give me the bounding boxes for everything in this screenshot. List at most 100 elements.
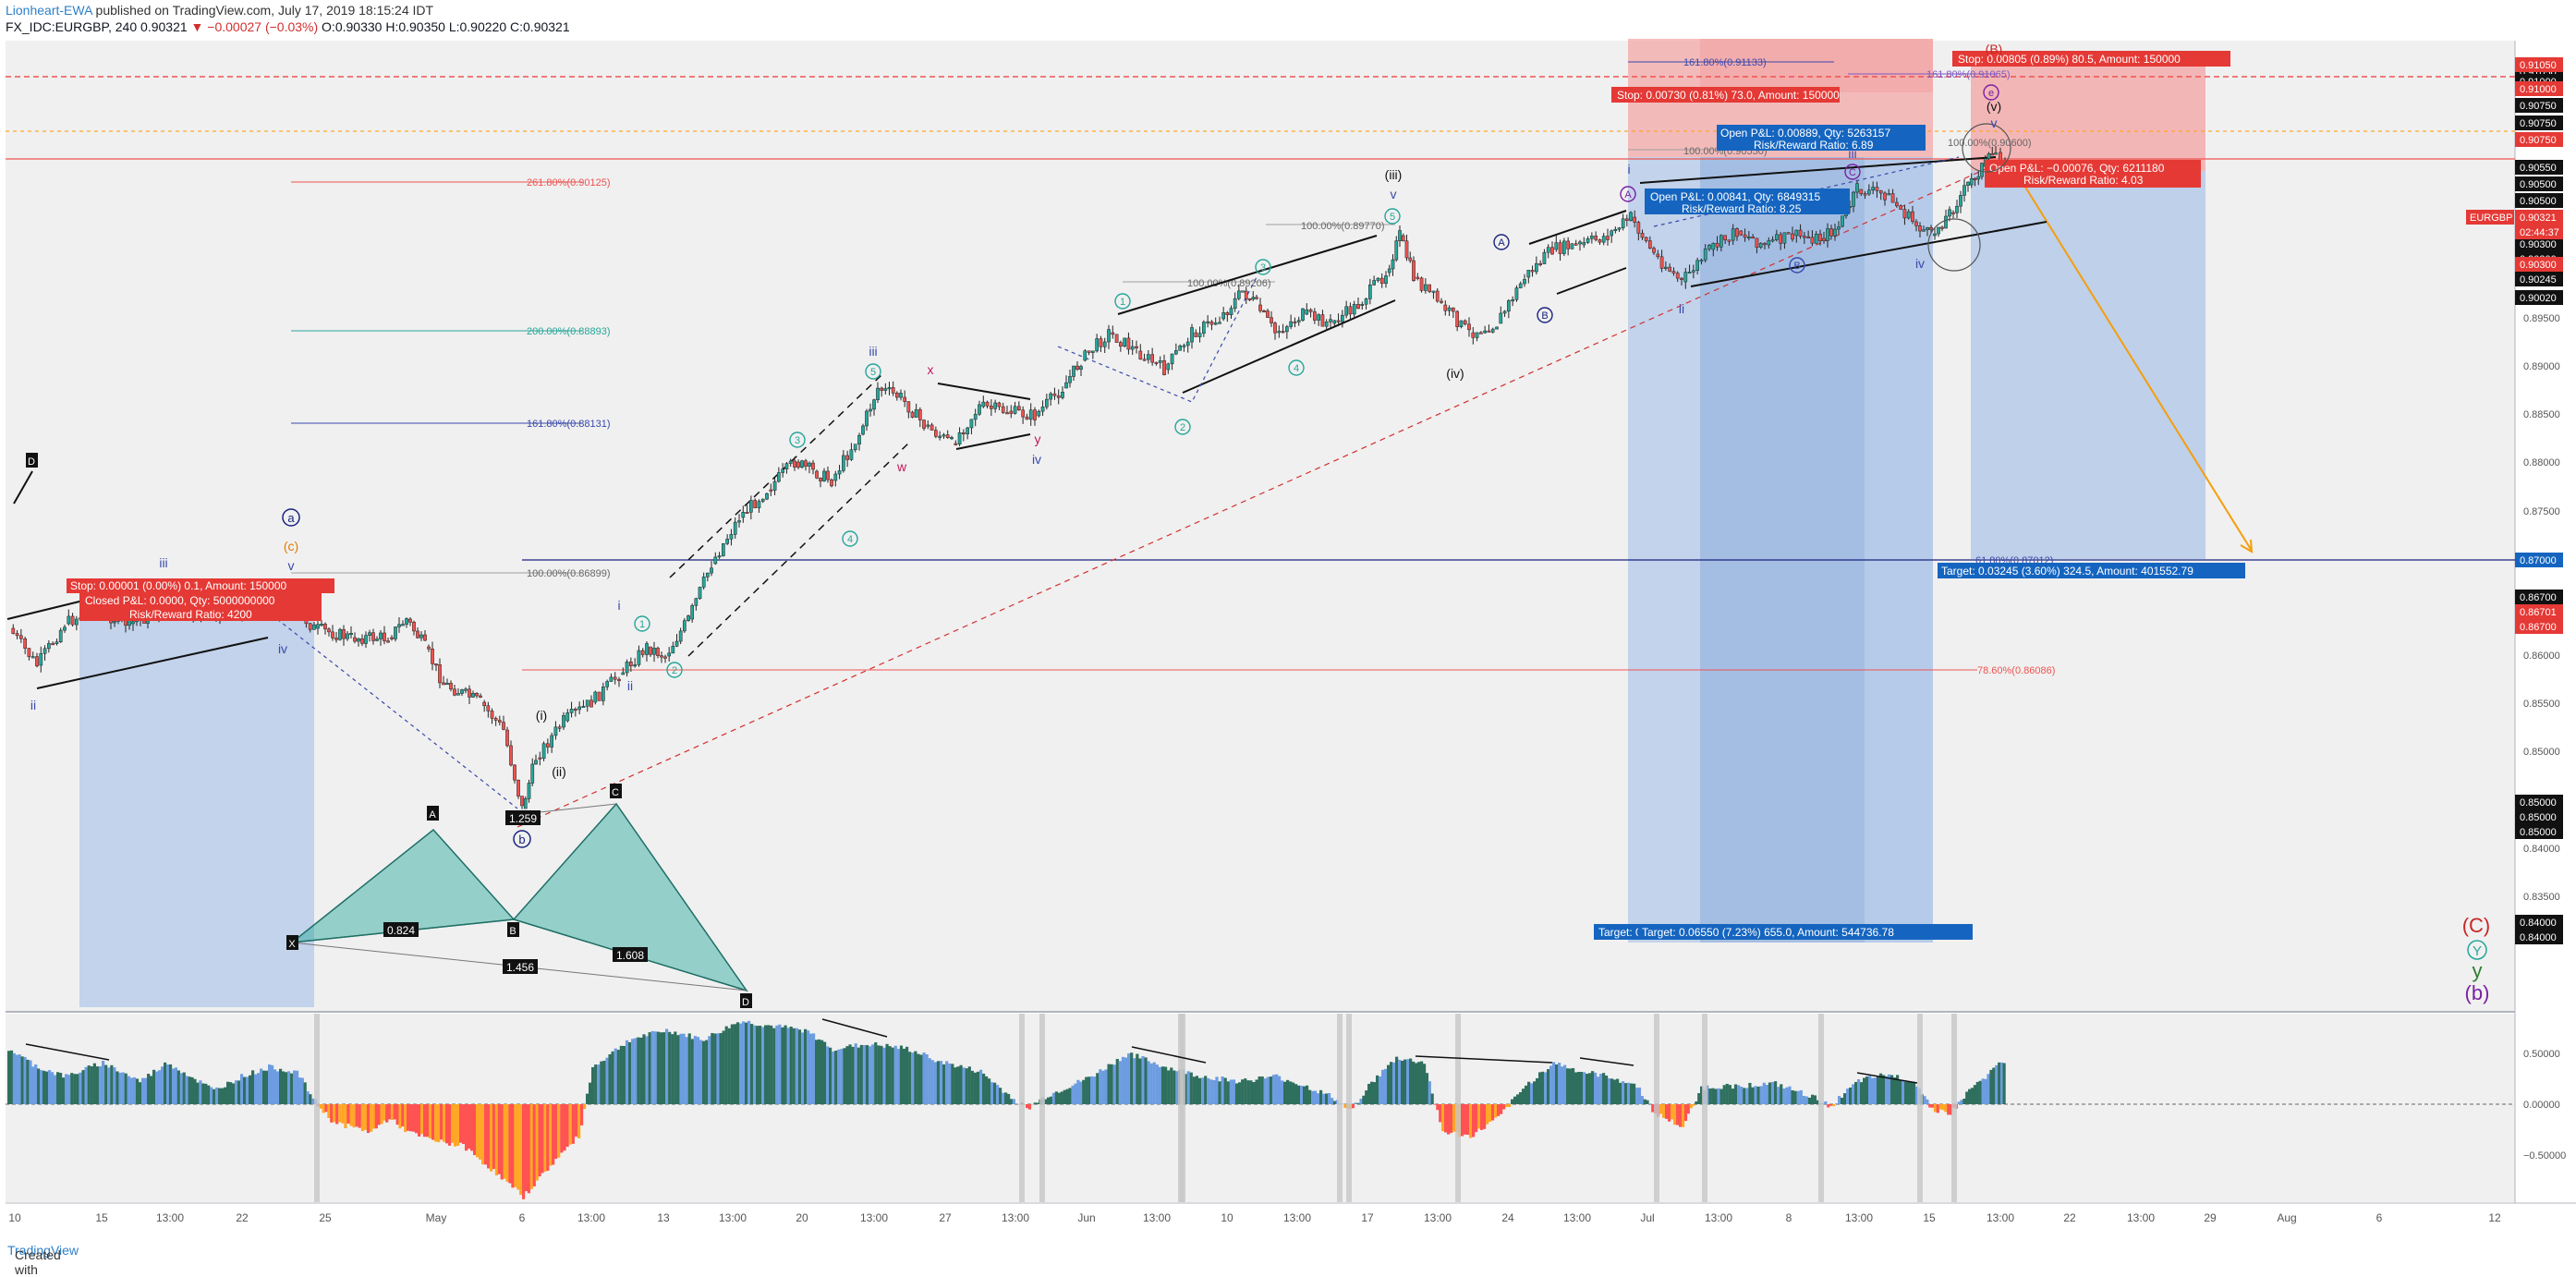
price-tick: 0.87500 [2523, 506, 2560, 517]
legend-b-purple: (b) [2465, 981, 2490, 1004]
mid-position-zone[interactable] [1628, 39, 1933, 943]
osc-bar [885, 1044, 888, 1104]
osc-bar [1215, 1076, 1218, 1104]
wave-circle-text: 1 [639, 619, 645, 630]
fib-100: 100.00%(0.86899) [527, 568, 611, 579]
candle-body [1696, 261, 1699, 271]
time-label: 27 [939, 1211, 952, 1224]
osc-bar [1111, 1064, 1113, 1104]
candle-body [634, 664, 637, 666]
symbol-label[interactable]: FX_IDC:EURGBP, 240 [6, 19, 137, 34]
osc-bar [1093, 1076, 1096, 1104]
osc-bar [1074, 1084, 1076, 1104]
osc-bar [937, 1061, 940, 1104]
osc-bar [1849, 1088, 1852, 1104]
candle-body [562, 715, 565, 727]
osc-bar [1475, 1104, 1477, 1132]
osc-bar [1426, 1073, 1428, 1104]
osc-bar [1119, 1061, 1122, 1104]
mid-rr2-text: Risk/Reward Ratio: 8.25 [1682, 202, 1802, 215]
osc-bar [1737, 1085, 1740, 1104]
right-position-zone[interactable] [1971, 51, 2205, 559]
osc-bar [235, 1080, 237, 1104]
candle-body [1547, 248, 1549, 252]
osc-bar [1989, 1070, 1992, 1104]
candle-body [1876, 188, 1878, 191]
osc-bar [1061, 1091, 1063, 1104]
candle-body [1539, 263, 1542, 265]
osc-bar [1317, 1093, 1319, 1104]
candle-body [505, 730, 508, 746]
candle-body [1147, 355, 1149, 359]
candle-body [475, 693, 478, 696]
candle-body [542, 744, 545, 759]
candle-body [1811, 237, 1814, 243]
candle-body [1214, 322, 1217, 324]
osc-bar [1488, 1104, 1491, 1122]
osc-bar [448, 1104, 451, 1146]
wave-b-circ: b [518, 833, 525, 846]
osc-bar [1244, 1078, 1246, 1104]
osc-bar [1651, 1104, 1654, 1113]
osc-bar [1794, 1091, 1797, 1104]
ratio-ab: 0.824 [387, 924, 415, 937]
osc-bar [1619, 1083, 1622, 1104]
osc-bar [848, 1044, 851, 1104]
osc-bar [1461, 1104, 1464, 1136]
author-link[interactable]: Lionheart-EWA [6, 3, 92, 18]
osc-bar [501, 1104, 504, 1179]
candle-body [626, 662, 628, 673]
candle-body [789, 461, 792, 464]
osc-bar [894, 1046, 897, 1104]
osc-bar [903, 1049, 905, 1104]
candle-body [1900, 206, 1902, 210]
osc-bar [1868, 1076, 1871, 1104]
left-trade-labels[interactable]: Stop: 0.00001 (0.00%) 0.1, Amount: 15000… [67, 578, 334, 621]
chart-canvas[interactable]: 261.80%(0.90125) 200.00%(0.88893) 161.80… [0, 39, 2576, 1240]
osc-bar [1066, 1089, 1069, 1104]
candle-body [1574, 244, 1577, 246]
osc-bar [634, 1038, 637, 1104]
candle-body [899, 393, 902, 397]
osc-bar [251, 1070, 254, 1104]
candle-body [408, 619, 411, 622]
candle-body [1237, 291, 1240, 298]
candle-body [761, 499, 764, 501]
osc-bar [679, 1034, 682, 1104]
osc-bar [327, 1104, 330, 1118]
fib-161b: 161.80%(0.91133) [1683, 57, 1767, 68]
time-label: 13:00 [156, 1211, 184, 1224]
candle-body [1841, 216, 1843, 226]
osc-bar [1538, 1072, 1541, 1104]
candle-body [442, 683, 444, 685]
osc-bar [1417, 1062, 1420, 1104]
candle-body [1756, 238, 1758, 248]
osc-bar [1221, 1076, 1224, 1104]
osc-bar [221, 1088, 224, 1104]
osc-bar [1641, 1096, 1644, 1104]
osc-bar [775, 1026, 778, 1104]
candle-body [888, 387, 891, 389]
osc-bar [1829, 1104, 1832, 1106]
session-gap [1337, 1014, 1343, 1202]
osc-bar [514, 1104, 516, 1187]
candle-body [904, 397, 906, 402]
osc-bar [76, 1074, 79, 1104]
osc-bar [479, 1104, 481, 1160]
osc-bar [67, 1075, 70, 1104]
candle-body [551, 736, 553, 748]
candle-body [546, 744, 549, 748]
osc-bar [7, 1051, 10, 1104]
candle-body [360, 638, 363, 643]
osc-bar [1613, 1079, 1616, 1104]
osc-bar [761, 1027, 764, 1104]
osc-bar [262, 1071, 265, 1104]
osc-bar [914, 1052, 917, 1104]
candle-body [397, 625, 400, 627]
osc-bar [62, 1077, 65, 1104]
candle-body [1567, 241, 1570, 249]
candle-body [539, 758, 541, 760]
osc-bar [199, 1080, 201, 1104]
candle-body [1258, 305, 1261, 310]
mid-target2-text: Target: 0.06550 (7.23%) 655.0, Amount: 5… [1642, 926, 1894, 939]
